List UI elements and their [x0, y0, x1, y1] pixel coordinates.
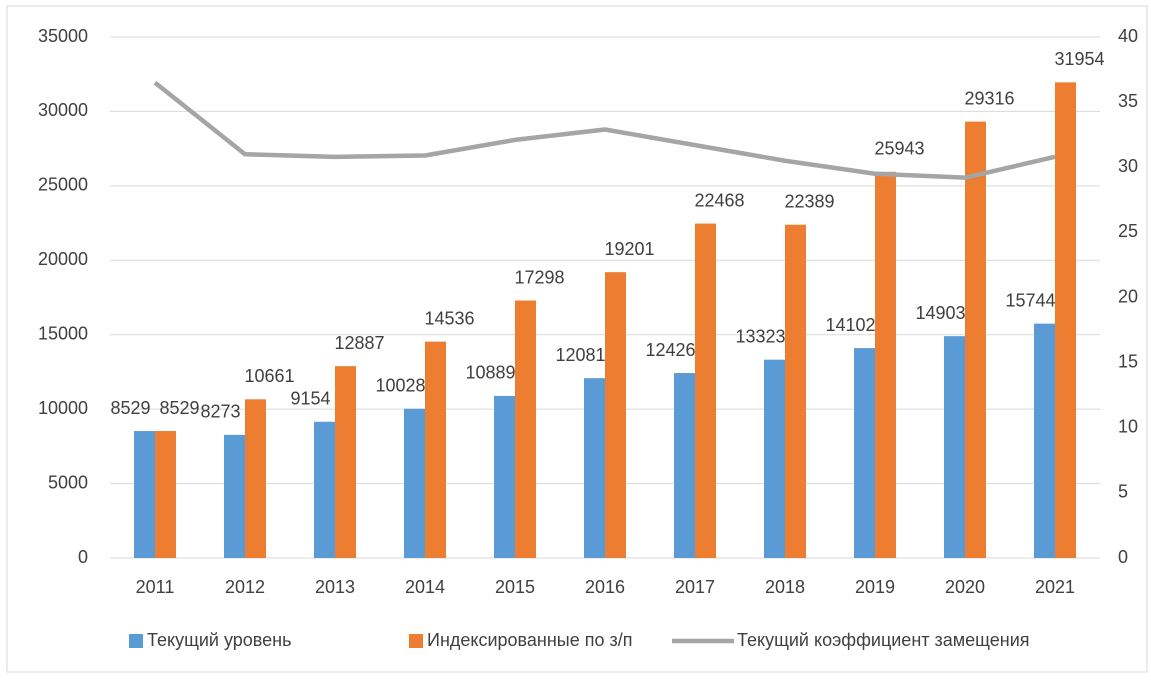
y2-tick-label: 15 — [1118, 351, 1138, 371]
data-label: 12426 — [645, 340, 695, 360]
bar — [875, 171, 896, 558]
bar — [515, 300, 536, 558]
legend-label: Текущий коэффициент замещения — [737, 630, 1030, 650]
y2-tick-label: 30 — [1118, 156, 1138, 176]
bar — [224, 434, 245, 558]
x-tick-label: 2020 — [945, 577, 985, 597]
data-label: 8529 — [159, 398, 199, 418]
bar — [674, 373, 695, 558]
data-label: 13323 — [735, 326, 785, 346]
bar — [245, 399, 266, 558]
data-label: 22389 — [784, 191, 834, 211]
bar — [854, 348, 875, 558]
x-tick-label: 2016 — [585, 577, 625, 597]
bar — [764, 359, 785, 558]
data-label: 31954 — [1054, 49, 1104, 69]
data-label: 22468 — [694, 190, 744, 210]
x-tick-label: 2017 — [675, 577, 715, 597]
bar — [1034, 323, 1055, 558]
bar — [785, 224, 806, 558]
x-tick-label: 2015 — [495, 577, 535, 597]
data-label: 19201 — [604, 239, 654, 259]
bar — [1055, 82, 1076, 558]
y-tick-label: 20000 — [38, 249, 88, 269]
y-tick-label: 30000 — [38, 100, 88, 120]
x-tick-label: 2012 — [225, 577, 265, 597]
data-label: 14903 — [915, 303, 965, 323]
bar — [944, 336, 965, 558]
bar — [605, 272, 626, 558]
x-tick-label: 2021 — [1035, 577, 1075, 597]
y2-tick-label: 35 — [1118, 91, 1138, 111]
x-tick-label: 2018 — [765, 577, 805, 597]
x-tick-label: 2011 — [136, 577, 175, 597]
bar — [335, 366, 356, 558]
legend-swatch — [129, 634, 143, 648]
x-tick-label: 2014 — [405, 577, 445, 597]
y2-tick-label: 5 — [1118, 482, 1128, 502]
data-label: 25943 — [874, 139, 924, 159]
y2-tick-label: 0 — [1118, 547, 1128, 567]
data-label: 10028 — [375, 375, 425, 395]
data-label: 9154 — [290, 388, 330, 408]
y-tick-label: 25000 — [38, 175, 88, 195]
data-label: 10889 — [465, 363, 515, 383]
bar — [134, 431, 155, 558]
bar — [494, 395, 515, 558]
bar — [695, 223, 716, 558]
x-tick-label: 2019 — [855, 577, 895, 597]
data-label: 10661 — [244, 366, 294, 386]
y-tick-label: 35000 — [38, 26, 88, 46]
y-tick-label: 0 — [78, 547, 88, 567]
data-label: 12887 — [334, 333, 384, 353]
line-series — [153, 80, 1056, 180]
data-label: 14102 — [825, 315, 875, 335]
bar — [404, 408, 425, 558]
bar — [425, 341, 446, 558]
bar — [155, 431, 176, 558]
y-tick-label: 5000 — [48, 472, 88, 492]
x-tick-label: 2013 — [315, 577, 355, 597]
legend-swatch — [409, 634, 423, 648]
y2-tick-label: 25 — [1118, 221, 1138, 241]
y2-tick-label: 10 — [1118, 417, 1138, 437]
bar — [314, 421, 335, 558]
data-label: 29316 — [964, 88, 1014, 108]
data-label: 17298 — [514, 267, 564, 287]
y2-tick-label: 20 — [1118, 286, 1138, 306]
bar — [584, 378, 605, 558]
data-label: 15744 — [1005, 290, 1055, 310]
data-label: 8529 — [110, 398, 150, 418]
y2-tick-label: 40 — [1118, 26, 1138, 46]
y-tick-label: 15000 — [38, 323, 88, 343]
data-label: 8273 — [200, 402, 240, 422]
data-label: 14536 — [424, 308, 474, 328]
bar — [965, 121, 986, 558]
data-label: 12081 — [555, 345, 605, 365]
legend-label: Текущий уровень — [147, 630, 292, 650]
legend-label: Индексированные по з/п — [427, 630, 633, 650]
y-tick-label: 10000 — [38, 398, 88, 418]
